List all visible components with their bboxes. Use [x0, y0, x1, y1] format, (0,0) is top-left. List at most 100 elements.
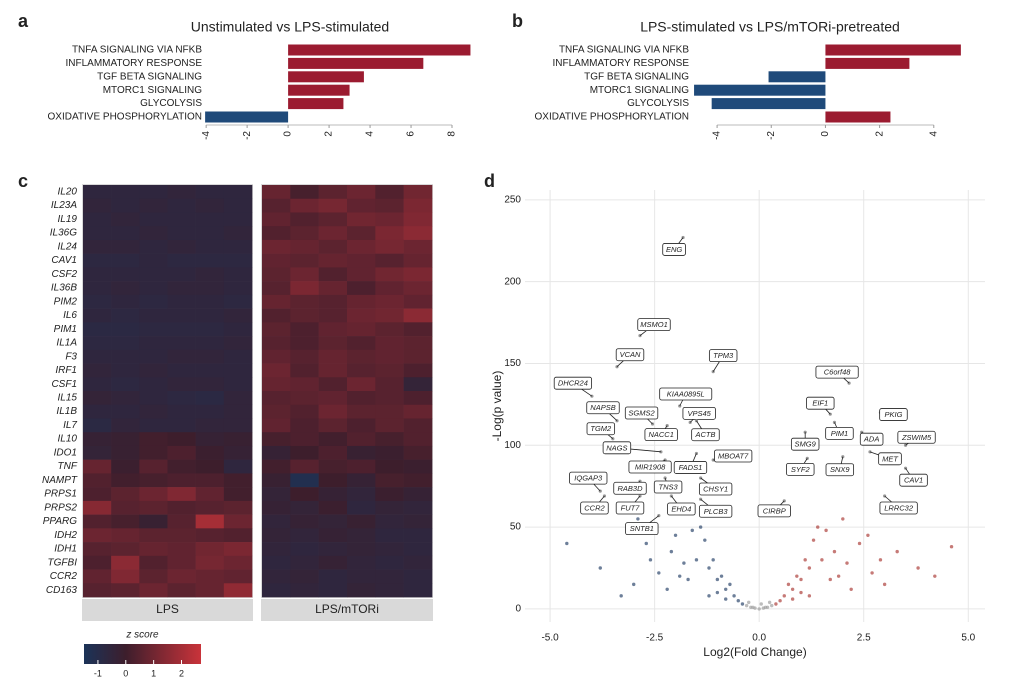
- panel-letter: b: [512, 11, 523, 31]
- heatmap-cell: [403, 514, 433, 529]
- heatmap-cell: [318, 528, 348, 543]
- heatmap-cell: [195, 308, 225, 323]
- bar: [825, 57, 910, 69]
- heatmap-cell: [83, 445, 112, 460]
- heatmap-cell: [83, 322, 112, 337]
- heatmap-cell: [111, 542, 140, 557]
- heatmap-cell: [262, 487, 291, 502]
- heatmap-cell: [111, 294, 140, 309]
- category-label: TGF BETA SIGNALING: [97, 71, 202, 82]
- heatmap-cell: [111, 391, 140, 406]
- label-box: [553, 376, 593, 390]
- x-tick-label: 6: [406, 131, 417, 137]
- gene-annotation: KIAA0895L: [667, 389, 705, 398]
- bar: [288, 84, 350, 96]
- heatmap-cell: [223, 473, 253, 488]
- heatmap-cell: [139, 253, 168, 268]
- gene-label: IL24: [58, 241, 78, 252]
- heatmap-cell: [318, 542, 348, 557]
- label-box: [673, 461, 708, 474]
- heatmap-cell: [375, 487, 404, 502]
- heatmap-cell: [139, 487, 168, 502]
- heatmap-cell: [223, 377, 253, 392]
- panel-letter: a: [18, 11, 29, 31]
- heatmap-cell: [139, 555, 168, 570]
- gene-annotation: SGMS2: [628, 408, 655, 417]
- heatmap-cell: [111, 500, 140, 515]
- heatmap-cell: [262, 418, 291, 433]
- x-tick-label: 5.0: [961, 633, 975, 644]
- heatmap-cell: [318, 349, 348, 364]
- label-box: [586, 422, 616, 436]
- gene-annotation: SYF2: [791, 465, 811, 474]
- heatmap-cell: [347, 445, 376, 460]
- heatmap-cell: [195, 363, 225, 378]
- heatmap-cell: [167, 349, 196, 364]
- heatmap-cell: [195, 514, 225, 529]
- group-label: LPS: [156, 602, 179, 616]
- heatmap-cell: [195, 473, 225, 488]
- heatmap-cell: [223, 569, 253, 584]
- heatmap-cell: [167, 322, 196, 337]
- heatmap-cell: [83, 281, 112, 296]
- label-box: [615, 348, 645, 362]
- point: [878, 558, 883, 562]
- bar: [288, 71, 364, 83]
- heatmap-cell: [347, 404, 376, 419]
- heatmap-cell: [347, 308, 376, 323]
- heatmap-cell: [375, 500, 404, 515]
- heatmap-cell: [139, 404, 168, 419]
- heatmap-cell: [347, 336, 376, 351]
- point: [778, 599, 782, 603]
- heatmap-cell: [290, 418, 319, 433]
- heatmap-cell: [375, 418, 404, 433]
- heatmap-cell: [318, 569, 348, 584]
- label-box: [580, 501, 609, 515]
- heatmap-cell: [290, 391, 319, 406]
- point: [790, 597, 795, 601]
- heatmap-cell: [262, 253, 291, 268]
- heatmap-cell: [318, 404, 348, 419]
- gene-annotation: TGM2: [590, 424, 612, 433]
- heatmap-cell: [403, 500, 433, 515]
- heatmap-cell: [290, 253, 319, 268]
- heatmap-cell: [347, 363, 376, 378]
- y-tick-label: 100: [504, 440, 521, 451]
- heatmap-cell: [262, 267, 291, 282]
- point: [673, 533, 678, 537]
- heatmap-cell: [375, 514, 404, 529]
- gene-label: IL20: [58, 187, 78, 198]
- label-box: [691, 428, 720, 442]
- label-box: [825, 426, 854, 440]
- y-tick-label: 50: [510, 522, 522, 533]
- heatmap-cell: [403, 212, 433, 227]
- gene-label: IDH1: [54, 544, 77, 555]
- heatmap-cell: [139, 473, 168, 488]
- colorbar-tick-label: 0: [123, 668, 128, 678]
- heatmap-cell: [195, 418, 225, 433]
- heatmap-cell: [167, 377, 196, 392]
- heatmap-cell: [223, 294, 253, 309]
- point: [644, 541, 648, 546]
- heatmap-cell: [139, 459, 168, 474]
- gene-label: IL10: [58, 434, 78, 445]
- heatmap-cell: [375, 391, 404, 406]
- chart-title: LPS-stimulated vs LPS/mTORi-pretreated: [640, 19, 900, 35]
- heatmap-cell: [403, 487, 433, 502]
- point: [757, 607, 761, 611]
- gene-label: IL1A: [56, 338, 77, 349]
- gene-annotation: C6orf48: [824, 368, 852, 377]
- gene-annotation: MIR1908: [635, 462, 666, 471]
- heatmap-cell: [139, 239, 168, 254]
- heatmap-cell: [195, 349, 225, 364]
- point: [690, 528, 694, 533]
- point: [715, 577, 720, 582]
- point: [619, 594, 623, 598]
- label-box: [624, 406, 659, 420]
- heatmap-cell: [347, 514, 376, 529]
- gene-annotation: CIRBP: [763, 506, 786, 515]
- gene-label: PPARG: [43, 516, 77, 527]
- x-tick-label: -5.0: [541, 633, 559, 644]
- heatmap-cell: [83, 418, 112, 433]
- heatmap-cell: [403, 185, 433, 200]
